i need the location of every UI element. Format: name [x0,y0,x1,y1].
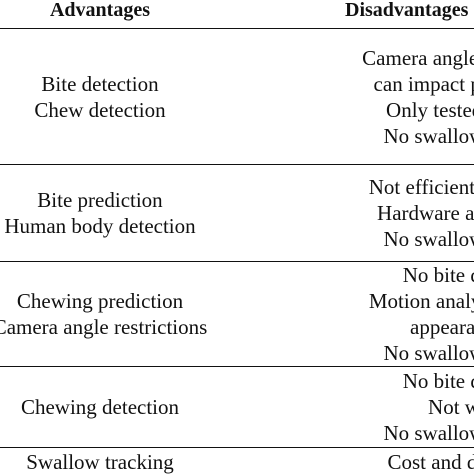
row-divider [0,447,474,448]
row-divider [0,164,474,165]
disadvantage-text: No bite detection [402,369,474,393]
disadvantage-text: No bite detection [402,263,474,287]
row-1-advantages: Bite detection Chew detection [0,30,200,164]
advantage-text: Bite detection [41,72,159,96]
disadvantage-text: Only tested on adults [386,98,474,122]
advantage-text: Swallow tracking [26,450,174,474]
disadvantage-text: Not efficient for chewing [368,175,474,199]
advantage-text: Bite prediction [37,188,163,212]
disadvantage-text: Motion analysis outcome [368,289,474,313]
header-advantages: Advantages [49,0,150,21]
advantage-text: Chew detection [34,98,166,122]
advantage-text: Human body detection [4,214,196,238]
row-divider [0,261,474,262]
disadvantage-text: No swallow detection [383,341,474,365]
row-2-advantages: Bite prediction Human body detection [0,165,200,261]
disadvantage-text: Hardware and software [377,201,474,225]
disadvantage-text: No swallow detection [383,124,474,148]
disadvantage-text: Cost and dimensions [387,450,474,474]
advantage-text: Chewing detection [20,395,180,419]
disadvantage-text: No swallow detection [383,227,474,251]
disadvantage-text: Camera angle and distance [362,46,474,70]
row-5-advantages: Swallow tracking [0,449,200,474]
advantage-text: Camera angle restrictions [0,315,208,339]
row-divider [0,366,474,367]
row-1-disadvantages: Camera angle and distance can impact per… [240,30,474,164]
row-3-advantages: Chewing prediction Camera angle restrict… [0,262,207,366]
row-3-disadvantages: No bite detection Motion analysis outcom… [240,262,474,366]
row-2-disadvantages: Not efficient for chewing Hardware and s… [240,165,474,261]
disadvantage-text: appearance and [410,315,474,339]
header-rule [0,28,474,29]
disadvantage-text: can impact performance [373,72,474,96]
header-disadvantages: Disadvantages [345,0,469,21]
row-5-disadvantages: Cost and dimensions [240,449,474,474]
advantage-text: Chewing prediction [16,289,184,313]
disadvantage-text: Not widely [428,395,474,419]
row-4-advantages: Chewing detection [0,367,200,447]
row-4-disadvantages: No bite detection Not widely No swallow … [240,367,474,447]
disadvantage-text: No swallow detection [383,421,474,445]
